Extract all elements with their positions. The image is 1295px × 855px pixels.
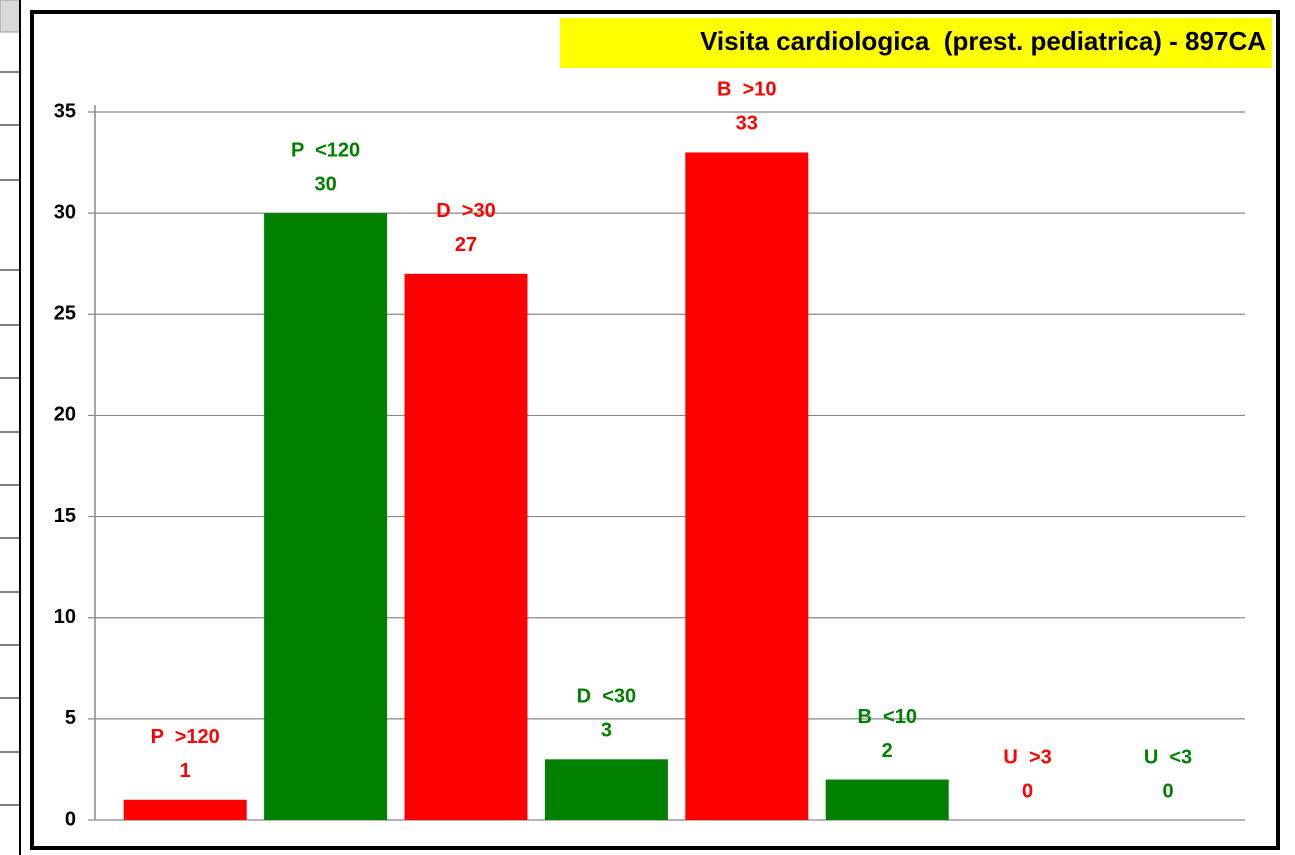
value-label: 0 — [1022, 780, 1033, 802]
category-label: P >120 — [151, 726, 220, 748]
category-label: D <30 — [577, 686, 636, 708]
category-label: U >3 — [1003, 746, 1051, 768]
title-box — [560, 18, 1272, 68]
chart-title: Visita cardiologica (prest. pediatrica) … — [700, 26, 1266, 56]
spreadsheet-strip — [0, 0, 21, 855]
header-cell — [0, 0, 21, 33]
bar — [685, 152, 809, 820]
category-label: D >30 — [436, 200, 495, 222]
bar — [264, 213, 388, 821]
y-tick-label: 35 — [54, 100, 76, 122]
y-tick-label: 20 — [54, 404, 76, 426]
value-label: 1 — [180, 760, 191, 782]
category-label: U <3 — [1144, 746, 1192, 768]
value-label: 0 — [1162, 780, 1173, 802]
y-tick-label: 10 — [54, 606, 76, 628]
bar — [544, 759, 668, 820]
bar — [825, 779, 949, 820]
y-tick-label: 30 — [54, 201, 76, 223]
value-label: 3 — [601, 720, 612, 742]
y-tick-label: 5 — [65, 707, 76, 729]
value-label: 27 — [455, 234, 477, 256]
category-label: P <120 — [291, 139, 360, 161]
strip-bg — [0, 0, 20, 855]
y-tick-label: 0 — [65, 808, 76, 830]
category-label: B <10 — [857, 706, 916, 728]
value-label: 2 — [882, 740, 893, 762]
bar — [404, 273, 528, 820]
category-label: B >10 — [717, 79, 776, 101]
value-label: 30 — [314, 173, 336, 195]
chart-frame — [30, 10, 1280, 850]
bar — [123, 799, 247, 820]
y-tick-label: 25 — [54, 303, 76, 325]
y-tick-label: 15 — [54, 505, 76, 527]
value-label: 33 — [736, 113, 758, 135]
